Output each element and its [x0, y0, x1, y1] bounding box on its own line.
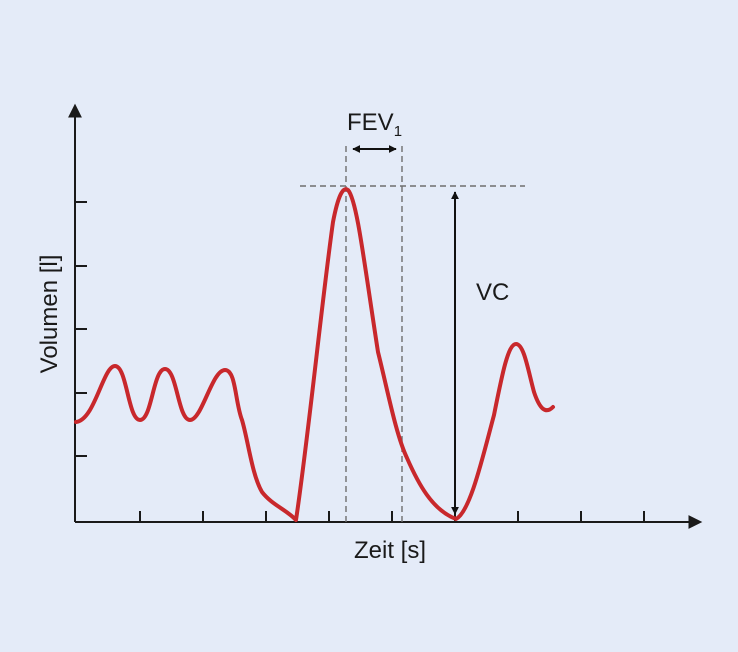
y-axis-label: Volumen [l]: [36, 255, 63, 374]
fev1-label-main: FEV: [347, 109, 394, 136]
fev1-label-subscript: 1: [394, 123, 402, 140]
y-axis-ticks: [75, 201, 87, 457]
x-axis-label: Zeit [s]: [354, 537, 426, 564]
fev1-label: FEV1: [347, 109, 402, 140]
spirometry-curve: [74, 187, 555, 522]
vc-label: VC: [476, 279, 509, 306]
x-axis-ticks: [139, 511, 645, 522]
